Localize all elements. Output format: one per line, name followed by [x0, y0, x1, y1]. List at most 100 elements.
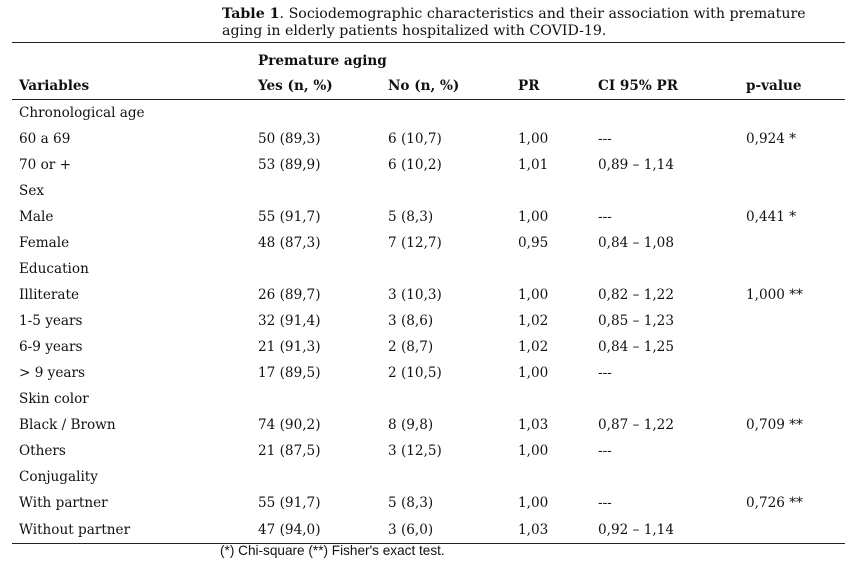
cell-pr	[518, 256, 598, 282]
table-row: Skin color	[12, 386, 845, 412]
cell-variable: Black / Brown	[19, 417, 116, 433]
cell-ci	[598, 256, 746, 282]
cell-ci	[598, 386, 746, 412]
cell-yes: 48 (87,3)	[258, 235, 321, 251]
col-header-variables: Variables	[12, 73, 258, 100]
cell-pvalue	[746, 230, 845, 256]
table-row: Sex	[12, 178, 845, 204]
cell-pvalue	[746, 100, 845, 127]
cell-variable: 70 or +	[19, 157, 72, 173]
cell-yes: 17 (89,5)	[258, 365, 321, 381]
table-caption-text: . Sociodemographic characteristics and t…	[222, 6, 806, 39]
cell-pr: 1,00	[518, 131, 549, 147]
table-row: 6-9 years 21 (91,3) 2 (8,7) 1,02 0,84 – 1,25	[12, 334, 845, 360]
cell-no	[388, 178, 518, 204]
cell-pvalue: 0,441 *	[746, 209, 797, 225]
cell-ci: ---	[598, 495, 612, 511]
header-row: Variables Yes (n, %) No (n, %) PR CI 95%…	[12, 73, 845, 100]
cell-no	[388, 256, 518, 282]
table-row: Education	[12, 256, 845, 282]
cell-variable: > 9 years	[19, 365, 85, 381]
cell-variable: Education	[19, 261, 89, 277]
cell-variable: 6-9 years	[19, 339, 83, 355]
cell-pr: 1,00	[518, 495, 549, 511]
cell-yes	[258, 256, 388, 282]
cell-no: 7 (12,7)	[388, 235, 442, 251]
cell-pr: 1,02	[518, 339, 549, 355]
cell-no	[388, 464, 518, 490]
cell-pr: 0,95	[518, 235, 549, 251]
cell-no: 2 (10,5)	[388, 365, 442, 381]
cell-ci	[598, 178, 746, 204]
table-row: Others 21 (87,5) 3 (12,5) 1,00 ---	[12, 438, 845, 464]
cell-variable: Chronological age	[19, 105, 145, 121]
cell-variable: Conjugality	[19, 469, 98, 485]
cell-variable: Without partner	[12, 516, 258, 544]
cell-pr	[518, 464, 598, 490]
cell-pr: 1,00	[518, 209, 549, 225]
cell-ci: ---	[598, 365, 612, 381]
cell-no: 6 (10,7)	[388, 131, 442, 147]
cell-no: 5 (8,3)	[388, 209, 434, 225]
cell-pvalue	[746, 438, 845, 464]
cell-pvalue	[746, 516, 845, 544]
table-row: 60 a 69 50 (89,3) 6 (10,7) 1,00 --- 0,924 *	[12, 126, 845, 152]
cell-pvalue	[746, 152, 845, 178]
cell-ci: 0,84 – 1,25	[598, 339, 674, 355]
cell-pvalue	[746, 308, 845, 334]
cell-pr: 1,01	[518, 157, 549, 173]
table-label: Table 1	[222, 6, 280, 22]
cell-pvalue	[746, 360, 845, 386]
cell-pvalue	[746, 256, 845, 282]
cell-yes: 32 (91,4)	[258, 313, 321, 329]
cell-ci	[598, 464, 746, 490]
cell-pr	[518, 100, 598, 127]
cell-variable: Illiterate	[19, 287, 80, 303]
cell-yes: 53 (89,9)	[258, 157, 321, 173]
header-group-row: Premature aging	[12, 43, 845, 74]
cell-pvalue	[746, 334, 845, 360]
cell-ci: 0,92 – 1,14	[598, 516, 746, 544]
cell-no: 5 (8,3)	[388, 495, 434, 511]
table-body: Chronological age 60 a 69 50 (89,3) 6 (10,7…	[12, 100, 845, 544]
cell-yes: 55 (91,7)	[258, 495, 321, 511]
col-header-pr: PR	[518, 73, 598, 100]
cell-pvalue	[746, 464, 845, 490]
cell-pr: 1,00	[518, 443, 549, 459]
cell-pvalue	[746, 178, 845, 204]
col-header-no: No (n, %)	[388, 73, 518, 100]
table-row: Female 48 (87,3) 7 (12,7) 0,95 0,84 – 1,08	[12, 230, 845, 256]
cell-variable: With partner	[19, 495, 108, 511]
col-header-pvalue: p-value	[746, 73, 845, 100]
table-row: Conjugality	[12, 464, 845, 490]
table-row: Illiterate 26 (89,7) 3 (10,3) 1,00 0,82 – 1,…	[12, 282, 845, 308]
table-row: With partner 55 (91,7) 5 (8,3) 1,00 --- 0,726…	[12, 490, 845, 516]
cell-pvalue	[746, 386, 845, 412]
cell-no: 6 (10,2)	[388, 157, 442, 173]
cell-pvalue: 1,000 **	[746, 287, 803, 303]
cell-ci: 0,89 – 1,14	[598, 157, 674, 173]
cell-variable: Female	[19, 235, 70, 251]
cell-yes: 50 (89,3)	[258, 131, 321, 147]
cell-yes: 47 (94,0)	[258, 516, 388, 544]
cell-yes	[258, 464, 388, 490]
cell-pr: 1,02	[518, 313, 549, 329]
cell-yes: 21 (87,5)	[258, 443, 321, 459]
table-row: > 9 years 17 (89,5) 2 (10,5) 1,00 ---	[12, 360, 845, 386]
cell-pr: 1,03	[518, 417, 549, 433]
cell-yes	[258, 100, 388, 127]
cell-ci	[598, 100, 746, 127]
col-header-yes: Yes (n, %)	[258, 73, 388, 100]
table-row: Black / Brown 74 (90,2) 8 (9,8) 1,03 0,87 – …	[12, 412, 845, 438]
cell-pr	[518, 386, 598, 412]
cell-pvalue: 0,709 **	[746, 417, 803, 433]
cell-pvalue: 0,726 **	[746, 495, 803, 511]
cell-ci: ---	[598, 443, 612, 459]
table-footnote: (*) Chi-square (**) Fisher's exact test.	[220, 543, 445, 558]
cell-pr: 1,00	[518, 365, 549, 381]
cell-no: 2 (8,7)	[388, 339, 434, 355]
cell-ci: ---	[598, 209, 612, 225]
cell-no: 8 (9,8)	[388, 417, 434, 433]
cell-pr: 1,03	[518, 516, 598, 544]
cell-yes: 21 (91,3)	[258, 339, 321, 355]
